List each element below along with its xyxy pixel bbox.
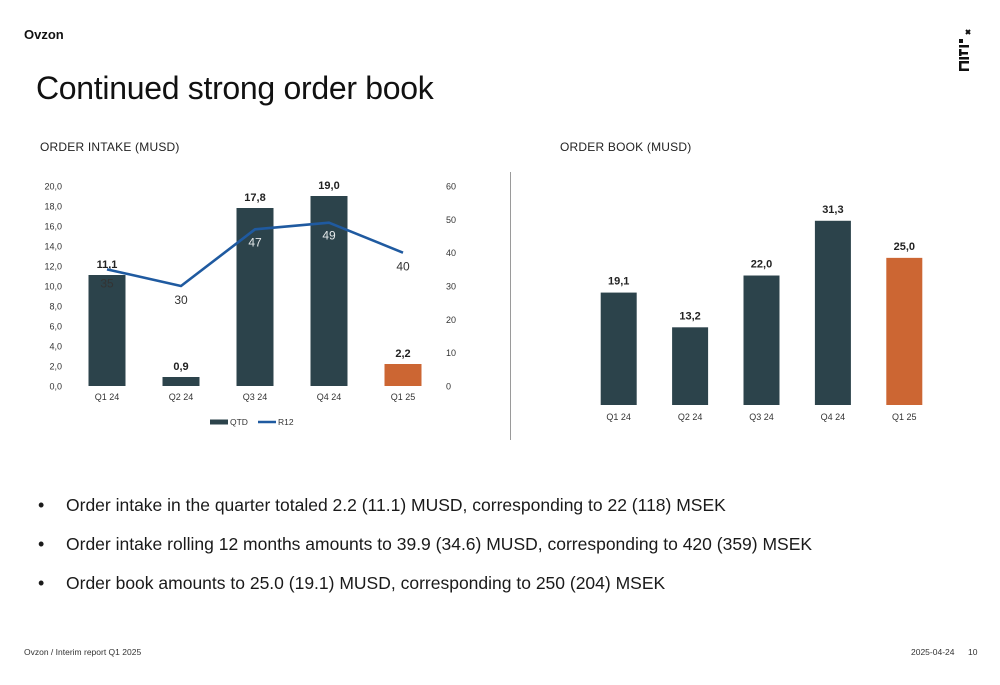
x-tick-label: Q4 24: [821, 412, 846, 422]
x-tick-label: Q3 24: [749, 412, 774, 422]
y2-tick-label: 30: [446, 282, 456, 292]
bar: [88, 275, 126, 386]
company-logo-icon: [959, 29, 971, 71]
bar-value-label: 19,1: [608, 276, 629, 288]
x-tick-label: Q1 25: [892, 412, 917, 422]
x-tick-label: Q2 24: [678, 412, 703, 422]
x-tick-label: Q1 24: [95, 392, 120, 402]
x-tick-label: Q4 24: [317, 392, 342, 402]
r12-value-label: 30: [174, 293, 188, 307]
r12-value-label: 35: [100, 276, 114, 290]
order-intake-chart-title: ORDER INTAKE (MUSD): [40, 140, 180, 154]
order-book-chart: 19,1 Q1 24 13,2 Q2 24 22,0 Q3 24 31,3 Q4 24 25,0…: [600, 204, 923, 422]
y2-tick-label: 20: [446, 315, 456, 325]
legend-label-qtd: QTD: [230, 417, 248, 427]
bar: [743, 275, 780, 405]
bar: [814, 220, 851, 405]
y2-tick-label: 60: [446, 182, 456, 192]
x-tick-label: Q2 24: [169, 392, 194, 402]
chart-divider: [510, 172, 511, 440]
page-title: Continued strong order book: [36, 70, 434, 106]
bullet-list: Order intake in the quarter totaled 2.2 …: [38, 490, 812, 607]
bar-value-label: 25,0: [894, 241, 915, 253]
r12-line: [106, 221, 404, 288]
bar-value-label: 17,8: [244, 192, 265, 204]
y2-tick-label: 0: [446, 382, 451, 392]
bullet-item: Order book amounts to 25.0 (19.1) MUSD, …: [38, 568, 812, 607]
bar: [162, 377, 200, 386]
y-tick-label: 8,0: [49, 302, 62, 312]
r12-value-label: 49: [322, 229, 336, 243]
y-tick-label: 20,0: [44, 182, 62, 192]
y-tick-label: 10,0: [44, 282, 62, 292]
bar-value-label: 2,2: [395, 348, 410, 360]
x-tick-label: Q1 25: [391, 392, 416, 402]
y-tick-label: 0,0: [49, 382, 62, 392]
brand-name: Ovzon: [24, 27, 64, 42]
x-tick-label: Q1 24: [606, 412, 631, 422]
r12-value-label: 47: [248, 235, 262, 249]
bar-value-label: 11,1: [97, 259, 118, 271]
y-tick-label: 6,0: [49, 322, 62, 332]
y-tick-label: 14,0: [44, 242, 62, 252]
r12-value-label: 40: [396, 260, 410, 274]
y2-tick-label: 50: [446, 215, 456, 225]
y2-tick-label: 40: [446, 248, 456, 258]
y-tick-label: 18,0: [44, 202, 62, 212]
bar-value-label: 22,0: [751, 259, 772, 271]
bar-value-label: 19,0: [318, 180, 339, 192]
page-number: 10: [968, 647, 978, 657]
order-intake-chart: 0,0 2,0 4,0 6,0 8,0 10,0 12,0 14,0 16,0 18,0 20,0 0…: [44, 180, 456, 427]
y-tick-label: 2,0: [49, 362, 62, 372]
legend-swatch-qtd: [210, 419, 228, 425]
bar: [886, 257, 923, 405]
x-tick-label: Q3 24: [243, 392, 268, 402]
y-tick-label: 12,0: [44, 262, 62, 272]
legend-label-r12: R12: [278, 417, 294, 427]
bar: [600, 292, 637, 405]
y2-tick-label: 10: [446, 348, 456, 358]
bar-value-label: 13,2: [679, 310, 700, 322]
bar: [672, 327, 709, 405]
y-tick-label: 16,0: [44, 222, 62, 232]
bullet-item: Order intake rolling 12 months amounts t…: [38, 529, 812, 568]
footer-date: 2025-04-24: [911, 647, 955, 657]
bar-value-label: 31,3: [822, 204, 843, 216]
order-book-chart-title: ORDER BOOK (MUSD): [560, 140, 692, 154]
bullet-item: Order intake in the quarter totaled 2.2 …: [38, 490, 812, 529]
bar-value-label: 0,9: [173, 361, 188, 373]
footer-report-name: Ovzon / Interim report Q1 2025: [24, 647, 142, 657]
bar: [384, 364, 422, 386]
y-tick-label: 4,0: [49, 342, 62, 352]
